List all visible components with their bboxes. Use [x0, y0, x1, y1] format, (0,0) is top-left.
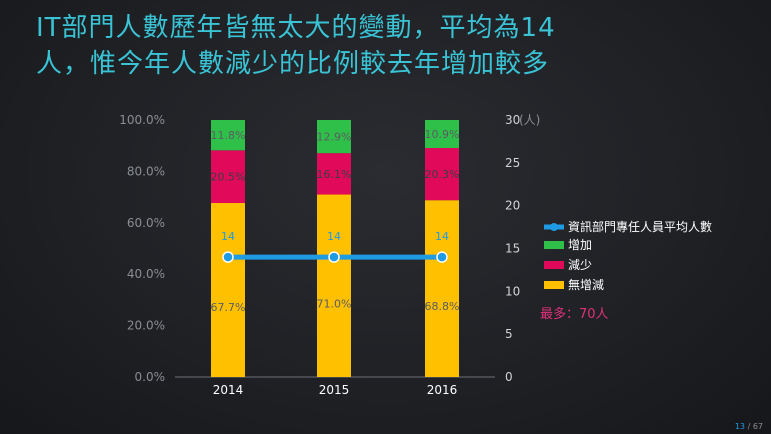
y-right-tick-label: 15	[505, 242, 520, 256]
y-left-tick-label: 0.0%	[135, 370, 166, 384]
bar-data-label: 12.9%	[317, 131, 352, 144]
title-line-1: IT部門人數歷年皆無太大的變動，平均為14	[36, 13, 556, 43]
bar-data-label: 10.9%	[425, 128, 460, 141]
bar-segment	[425, 148, 459, 201]
bar-data-label: 20.5%	[211, 171, 246, 184]
legend-swatch	[544, 281, 564, 289]
y-right-tick-label: 0	[505, 370, 513, 384]
legend-label: 資訊部門專任人員平均人數	[568, 219, 712, 234]
bar-data-label: 11.8%	[211, 129, 246, 142]
y-left-tick-label: 100.0%	[119, 113, 165, 127]
bar-data-label: 67.7%	[211, 301, 246, 314]
bar-segment	[317, 153, 351, 195]
x-tick-label: 2016	[427, 383, 458, 397]
legend-label: 增加	[568, 238, 592, 252]
legend-swatch	[544, 261, 564, 269]
line-data-label: 14	[221, 230, 235, 243]
y-right-tick-label: 10	[505, 284, 520, 298]
y-right-unit: (人)	[519, 113, 540, 127]
bar-data-label: 16.1%	[317, 168, 352, 181]
page-total: 67	[752, 422, 763, 431]
title-line-2: 人，惟今年人數減少的比例較去年增加較多	[36, 49, 550, 79]
bar-segment	[317, 194, 351, 377]
y-left-tick-label: 60.0%	[127, 216, 165, 230]
bar-data-label: 71.0%	[317, 298, 352, 311]
line-data-label: 14	[435, 230, 449, 243]
page-current: 13	[734, 422, 746, 431]
line-point	[222, 251, 234, 263]
bar-segment	[425, 120, 459, 149]
legend-swatch	[544, 241, 564, 249]
y-right-tick-label: 30	[505, 113, 520, 127]
page-title: IT部門人數歷年皆無太大的變動，平均為14 人，惟今年人數減少的比例較去年增加較…	[36, 10, 756, 82]
y-left-tick-label: 40.0%	[127, 267, 165, 281]
page-separator: /	[745, 422, 753, 431]
bar-data-label: 20.3%	[425, 168, 460, 181]
chart-annotation: 最多：70人	[540, 306, 609, 322]
y-left-tick-label: 20.0%	[127, 319, 165, 333]
y-right-tick-label: 5	[505, 327, 513, 341]
x-tick-label: 2014	[213, 383, 244, 397]
legend-label: 減少	[568, 257, 592, 272]
y-right-tick-label: 20	[505, 199, 520, 213]
bar-segment	[211, 203, 245, 377]
bar-segment	[317, 120, 351, 154]
legend-swatch-marker	[550, 223, 558, 231]
legend-label: 無增減	[568, 277, 604, 292]
y-left-tick-label: 80.0%	[127, 164, 165, 178]
bar-segment	[211, 150, 245, 204]
bar-segment	[425, 200, 459, 377]
x-tick-label: 2015	[319, 383, 350, 397]
bar-data-label: 68.8%	[425, 300, 460, 313]
line-data-label: 14	[327, 230, 341, 243]
y-right-tick-label: 25	[505, 156, 520, 170]
page-number: 13 / 67	[735, 422, 763, 431]
line-point	[436, 251, 448, 263]
line-point	[328, 251, 340, 263]
bar-segment	[211, 120, 245, 151]
